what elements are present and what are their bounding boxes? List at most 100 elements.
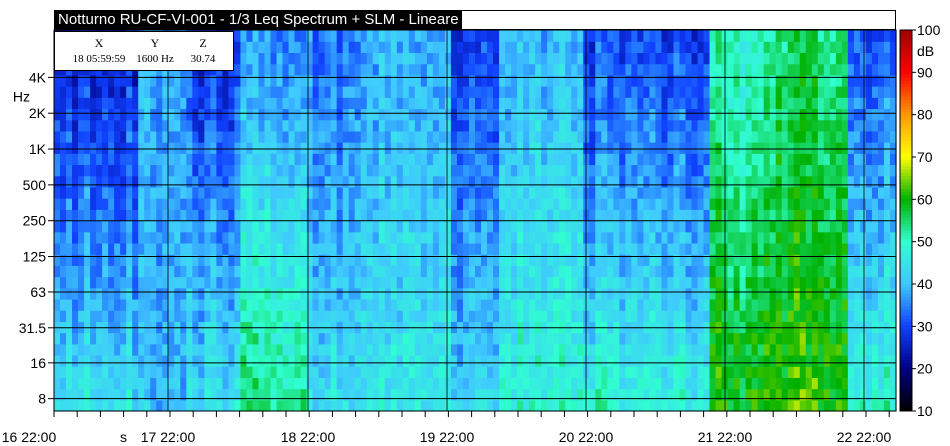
spectrogram-cell <box>78 377 85 390</box>
spectrogram-cell <box>745 276 753 289</box>
spectrogram-cell <box>300 108 308 121</box>
spectrogram-cell <box>306 366 314 378</box>
spectrogram-cell <box>276 298 284 311</box>
spectrogram-cell <box>294 97 302 110</box>
spectrogram-cell <box>691 63 699 76</box>
spectrogram-cell <box>541 242 548 255</box>
spectrogram-cell <box>577 130 584 143</box>
spectrogram-cell <box>306 209 314 222</box>
spectrogram-cell <box>270 332 278 345</box>
spectrogram-cell <box>306 30 314 42</box>
spectrogram-cell <box>90 276 97 289</box>
spectrogram-cell <box>450 265 458 278</box>
spectrogram-cell <box>691 153 699 166</box>
spectrogram-cell <box>547 265 554 278</box>
spectrogram-cell <box>366 354 374 367</box>
spectrogram-cell <box>168 399 175 412</box>
spectrogram-cell <box>294 265 302 278</box>
spectrogram-cell <box>877 399 885 412</box>
spectrogram-cell <box>108 377 115 390</box>
spectrogram-cell <box>222 164 230 177</box>
spectrogram-cell <box>571 41 578 54</box>
spectrogram-cell <box>775 63 783 76</box>
spectrogram-cell <box>631 388 638 401</box>
spectrogram-cell <box>444 209 452 222</box>
spectrogram-cell <box>625 332 632 345</box>
spectrogram-cell <box>228 74 236 87</box>
spectrogram-cell <box>841 153 849 166</box>
spectrogram-cell <box>793 142 801 154</box>
spectrogram-cell <box>637 321 644 334</box>
spectrogram-cell <box>318 388 326 401</box>
spectrogram-cell <box>655 254 663 266</box>
spectrogram-cell <box>859 209 867 222</box>
spectrogram-cell <box>475 388 482 401</box>
spectrogram-cell <box>348 198 356 210</box>
spectrogram-cell <box>402 276 410 289</box>
spectrogram-cell <box>799 332 807 345</box>
spectrogram-cell <box>517 332 524 345</box>
spectrogram-cell <box>456 298 464 311</box>
spectrogram-cell <box>811 399 819 412</box>
spectrogram-cell <box>811 242 819 255</box>
spectrogram-cell <box>643 175 651 188</box>
spectrogram-cell <box>529 354 536 367</box>
spectrogram-cell <box>667 186 675 199</box>
spectrogram-cell <box>348 321 356 334</box>
spectrogram-cell <box>54 332 61 345</box>
spectrogram-cell <box>631 343 638 356</box>
spectrogram-cell <box>739 86 747 98</box>
spectrogram-cell <box>733 276 741 289</box>
spectrogram-cell <box>234 377 242 390</box>
spectrogram-cell <box>198 198 205 210</box>
spectrogram-cell <box>468 254 476 266</box>
spectrogram-cell <box>547 220 554 233</box>
spectrogram-cell <box>775 298 783 311</box>
spectrogram-cell <box>511 321 518 334</box>
spectrogram-cell <box>679 354 687 367</box>
spectrogram-cell <box>366 63 374 76</box>
spectrogram-cell <box>637 153 644 166</box>
spectrogram-cell <box>342 265 350 278</box>
spectrogram-cell <box>841 175 849 188</box>
spectrogram-cell <box>535 119 542 132</box>
spectrogram-cell <box>691 366 699 378</box>
spectrogram-cell <box>84 164 91 177</box>
spectrogram-cell <box>126 108 133 121</box>
spectrogram-cell <box>330 119 338 132</box>
spectrogram-cell <box>372 74 380 87</box>
spectrogram-cell <box>577 231 584 244</box>
spectrogram-cell <box>763 388 771 401</box>
spectrogram-cell <box>456 343 464 356</box>
spectrogram-cell <box>535 186 542 199</box>
spectrogram-cell <box>547 399 554 412</box>
spectrogram-cell <box>829 377 837 390</box>
spectrogram-cell <box>643 74 651 87</box>
spectrogram-cell <box>481 399 488 412</box>
spectrogram-cell <box>462 343 470 356</box>
spectrogram-cell <box>150 332 157 345</box>
spectrogram-cell <box>378 186 386 199</box>
spectrogram-cell <box>637 265 644 278</box>
spectrogram-cell <box>186 86 193 98</box>
spectrogram-cell <box>162 242 169 255</box>
spectrogram-cell <box>102 86 109 98</box>
spectrogram-cell <box>595 377 602 390</box>
spectrogram-cell <box>360 164 368 177</box>
spectrogram-cell <box>739 343 747 356</box>
spectrogram-cell <box>517 74 524 87</box>
spectrogram-cell <box>360 220 368 233</box>
spectrogram-cell <box>114 97 121 110</box>
spectrogram-cell <box>565 310 572 322</box>
colorbar-segment <box>900 312 912 317</box>
spectrogram-cell <box>673 86 681 98</box>
spectrogram-cell <box>541 231 548 244</box>
spectrogram-cell <box>438 310 446 322</box>
spectrogram-cell <box>420 209 428 222</box>
spectrogram-cell <box>601 130 608 143</box>
spectrogram-cell <box>757 108 765 121</box>
spectrogram-cell <box>667 265 675 278</box>
spectrogram-cell <box>757 30 765 42</box>
spectrogram-cell <box>589 399 596 412</box>
spectrogram-cell <box>108 310 115 322</box>
